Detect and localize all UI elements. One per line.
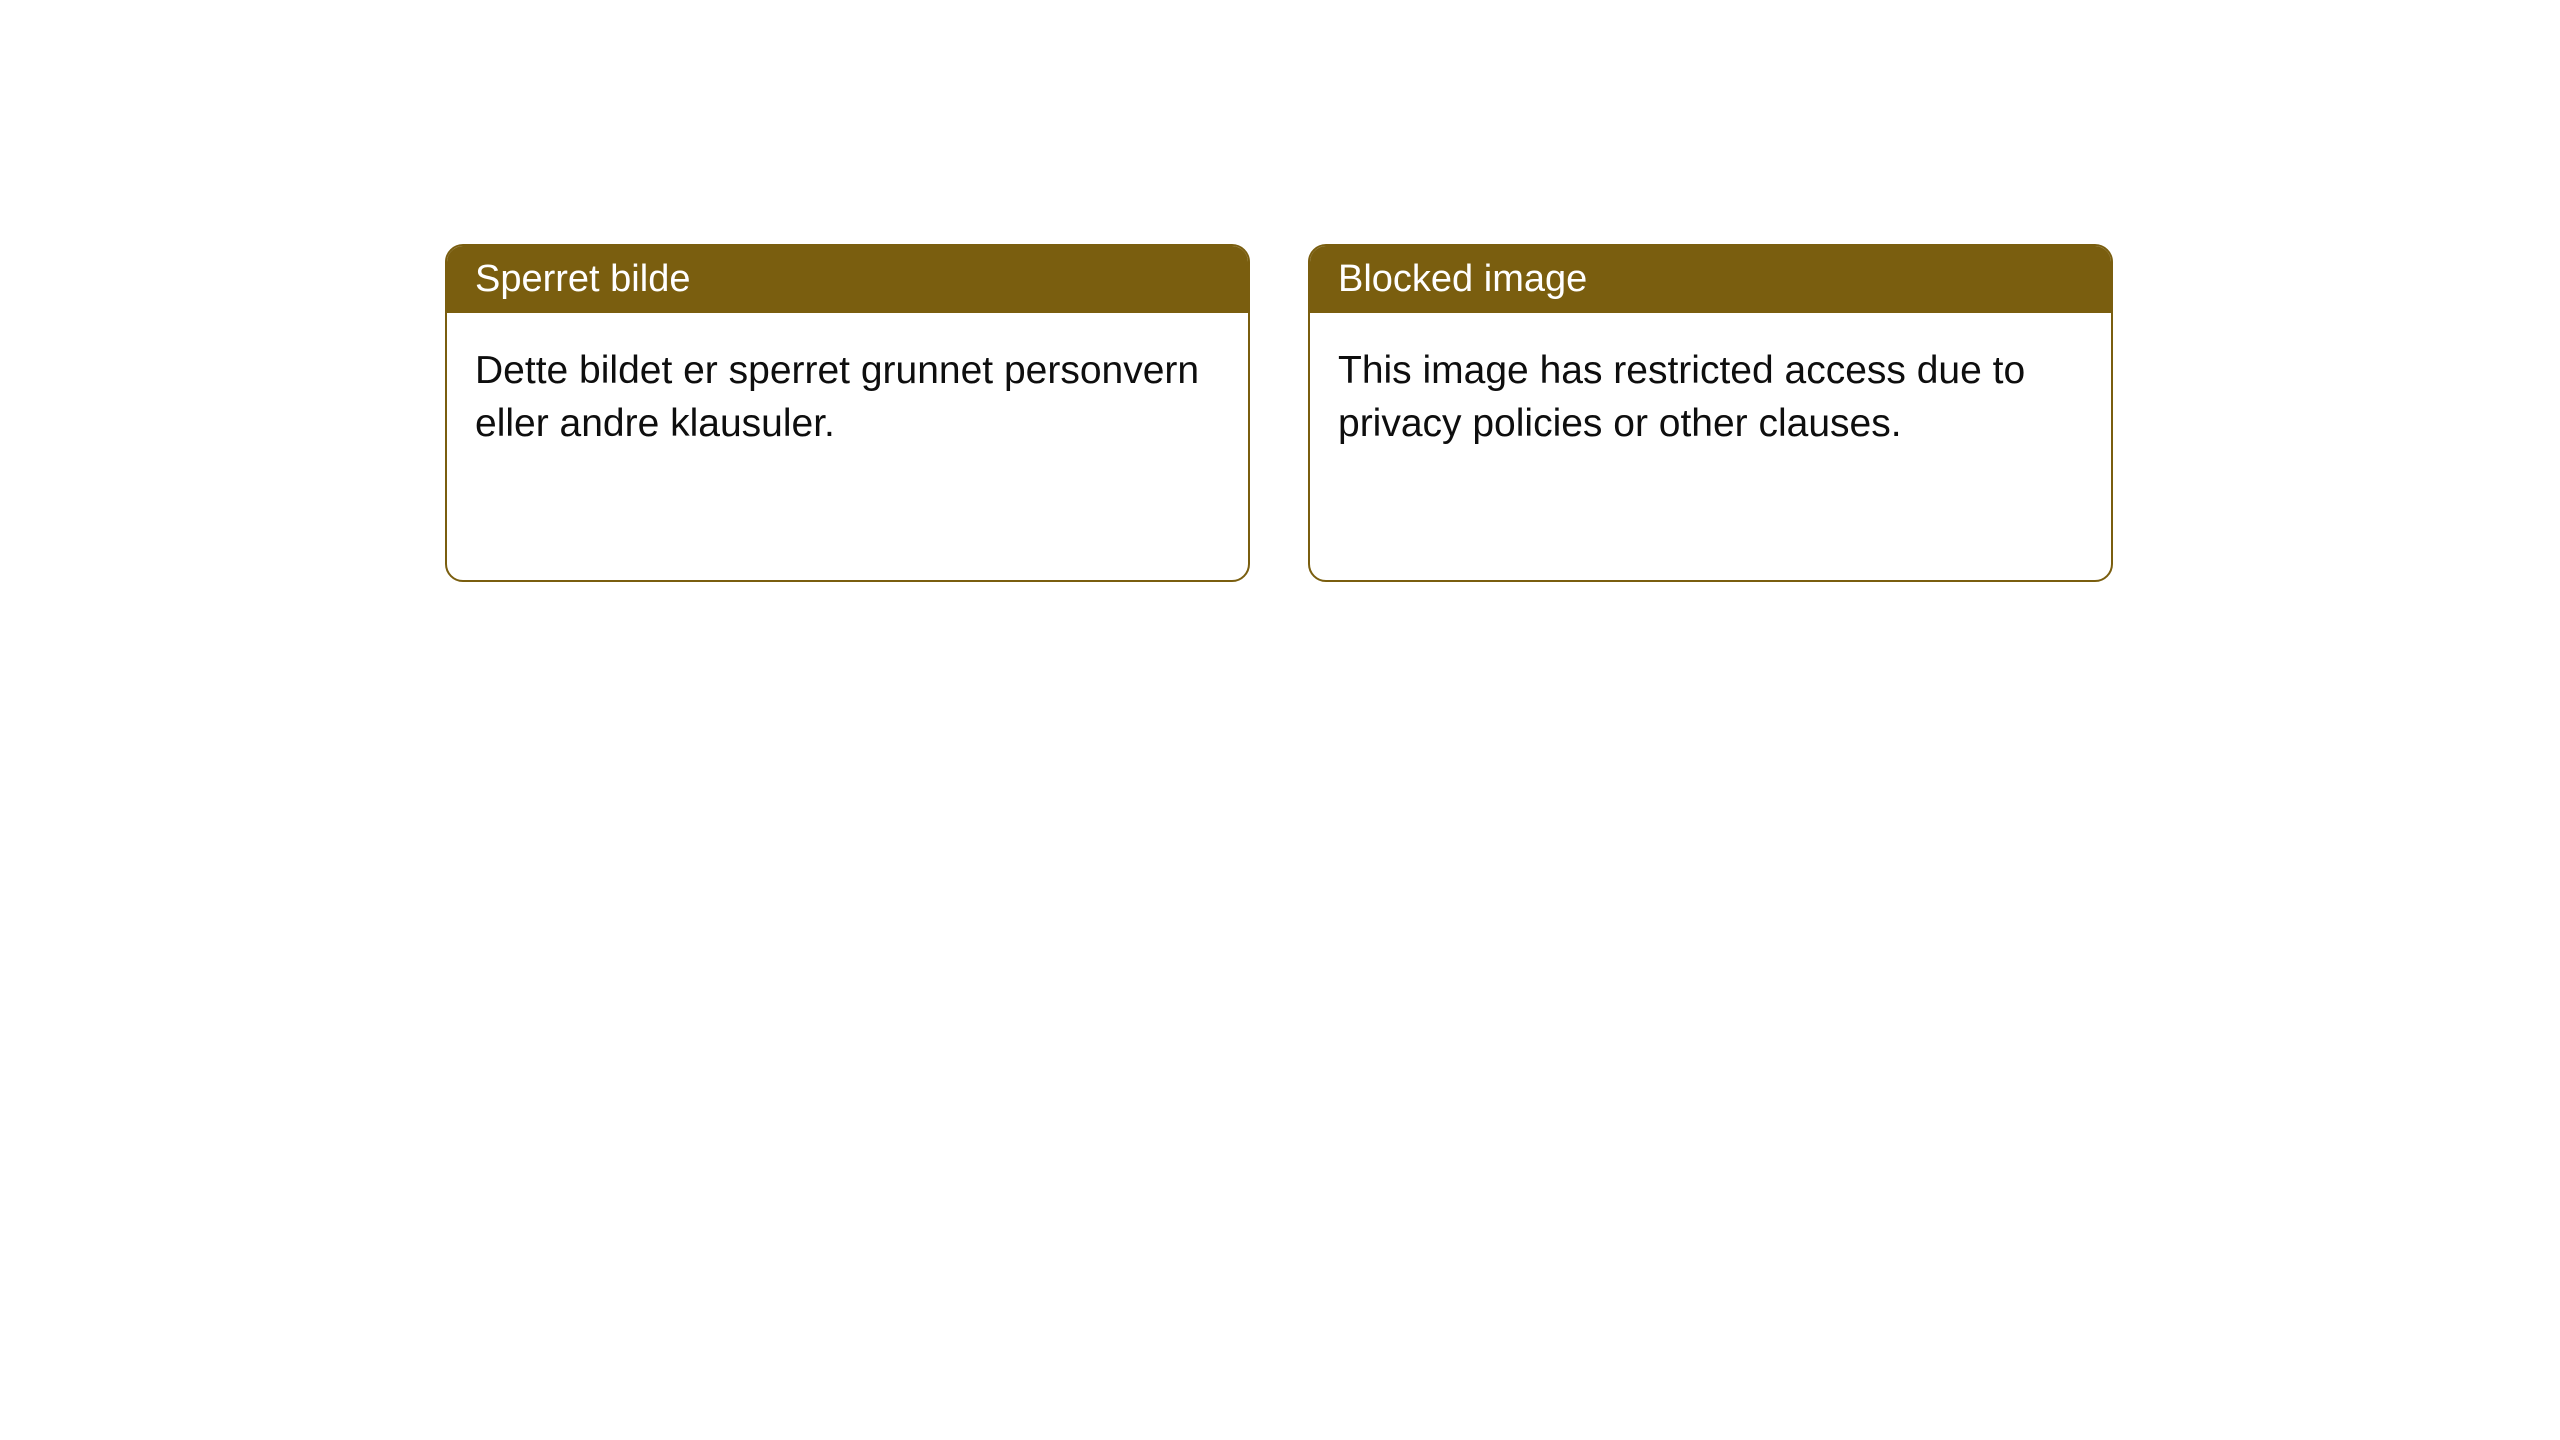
notice-container: Sperret bilde Dette bildet er sperret gr… xyxy=(445,244,2113,582)
notice-body-en: This image has restricted access due to … xyxy=(1310,313,2111,482)
notice-header-no: Sperret bilde xyxy=(447,246,1248,313)
notice-body-no: Dette bildet er sperret grunnet personve… xyxy=(447,313,1248,482)
notice-card-en: Blocked image This image has restricted … xyxy=(1308,244,2113,582)
notice-card-no: Sperret bilde Dette bildet er sperret gr… xyxy=(445,244,1250,582)
notice-header-en: Blocked image xyxy=(1310,246,2111,313)
